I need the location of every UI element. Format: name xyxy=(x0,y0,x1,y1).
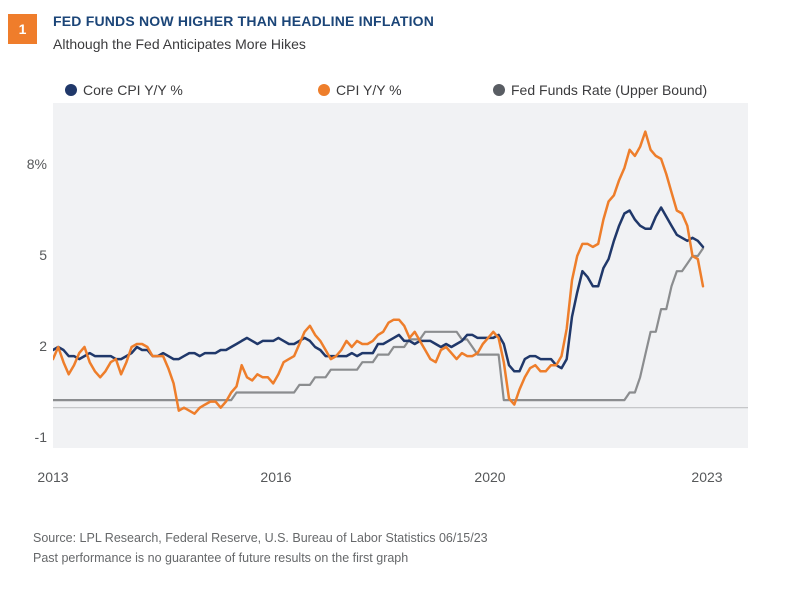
legend-item-cpi-y-y: CPI Y/Y % xyxy=(318,82,402,98)
source-note: Source: LPL Research, Federal Reserve, U… xyxy=(33,528,488,568)
chart-title: FED FUNDS NOW HIGHER THAN HEADLINE INFLA… xyxy=(53,13,435,29)
x-tick-label: 2016 xyxy=(260,469,292,485)
source-line-2: Past performance is no guarantee of futu… xyxy=(33,551,409,565)
legend-item-core-cpi-y-y: Core CPI Y/Y % xyxy=(65,82,183,98)
series-line-cpi-y-y xyxy=(53,130,705,415)
y-tick-label: 2 xyxy=(39,337,47,354)
x-tick-label: 2020 xyxy=(474,469,506,485)
x-tick-label: 2013 xyxy=(37,469,69,485)
plot-background xyxy=(53,103,748,448)
x-tick-label: 2023 xyxy=(691,469,723,485)
legend-dot-icon xyxy=(65,84,77,96)
figure-number-badge: 1 xyxy=(8,14,37,44)
y-tick-label: 8% xyxy=(26,156,47,172)
chart-plot-area xyxy=(53,103,748,448)
y-tick-label: -1 xyxy=(34,428,47,445)
legend-dot-icon xyxy=(493,84,505,96)
legend-item-fed-funds-rate-upper-bound: Fed Funds Rate (Upper Bound) xyxy=(493,82,707,98)
source-line-1: Source: LPL Research, Federal Reserve, U… xyxy=(33,531,488,545)
series-line-core-cpi-y-y xyxy=(53,206,705,373)
chart-legend: Core CPI Y/Y % CPI Y/Y % Fed Funds Rate (U… xyxy=(0,82,799,98)
series-line-fed-funds-rate-upper-bound xyxy=(53,247,705,402)
legend-label: Fed Funds Rate (Upper Bound) xyxy=(511,82,708,98)
legend-label: CPI Y/Y % xyxy=(336,82,402,98)
chart-subtitle: Although the Fed Anticipates More Hikes xyxy=(53,36,306,52)
y-tick-label: 5 xyxy=(39,246,47,263)
legend-dot-icon xyxy=(318,84,330,96)
inflation-chart-svg xyxy=(53,103,748,448)
legend-label: Core CPI Y/Y % xyxy=(83,82,183,98)
figure-number: 1 xyxy=(18,21,27,37)
